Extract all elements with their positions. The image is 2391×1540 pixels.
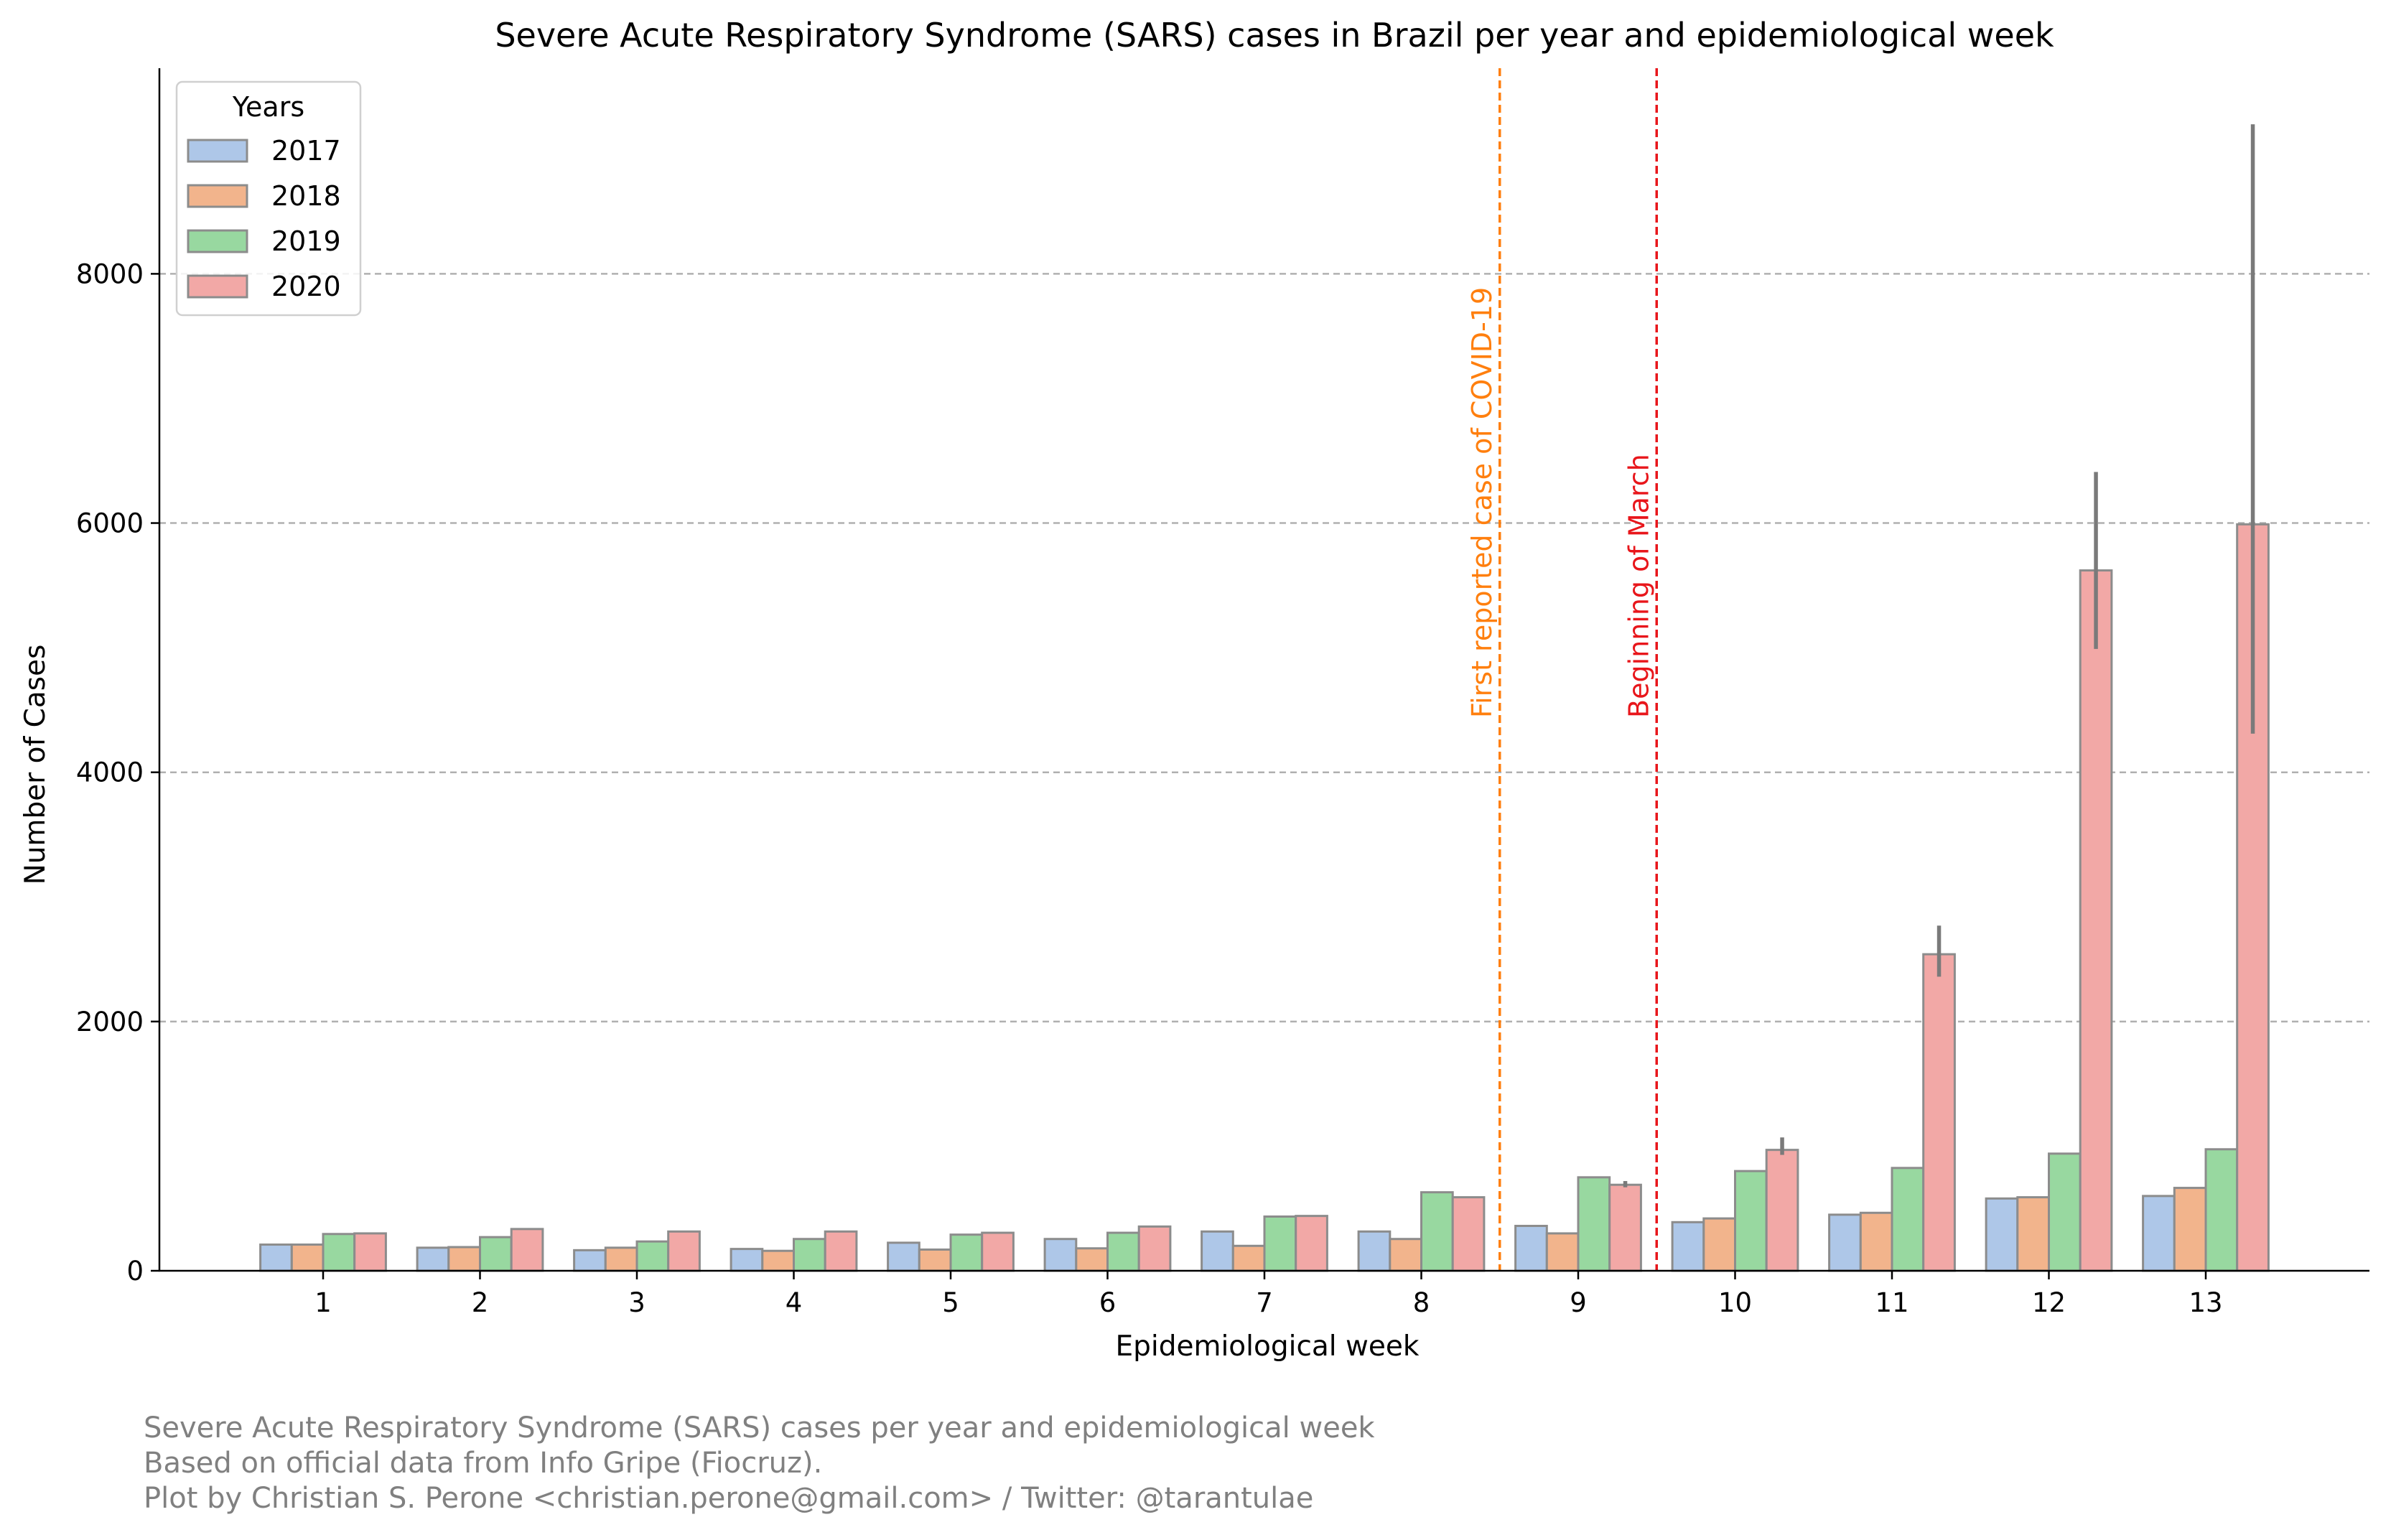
bar-2017-week-7 bbox=[1201, 1230, 1234, 1272]
y-axis-label: Number of Cases bbox=[19, 645, 52, 885]
bar-2018-week-9 bbox=[1545, 1232, 1580, 1272]
bar-2018-week-8 bbox=[1389, 1238, 1423, 1272]
x-tick-label-13: 13 bbox=[2189, 1287, 2222, 1318]
bar-2017-week-13 bbox=[2142, 1195, 2176, 1272]
bar-2018-week-11 bbox=[1859, 1211, 1893, 1272]
bar-2019-week-1 bbox=[322, 1233, 356, 1272]
bar-2018-week-6 bbox=[1075, 1247, 1109, 1272]
bar-2017-week-2 bbox=[416, 1246, 450, 1272]
bar-2020-week-6 bbox=[1137, 1225, 1172, 1272]
x-tick-label-9: 9 bbox=[1570, 1287, 1587, 1318]
bar-2017-week-3 bbox=[573, 1249, 607, 1272]
bar-2019-week-5 bbox=[949, 1233, 984, 1272]
x-tick-label-12: 12 bbox=[2032, 1287, 2066, 1318]
caption: Severe Acute Respiratory Syndrome (SARS)… bbox=[144, 1411, 1375, 1516]
bar-2017-week-11 bbox=[1828, 1213, 1862, 1272]
legend-label-2019: 2019 bbox=[271, 225, 341, 257]
bar-2019-week-6 bbox=[1106, 1231, 1140, 1272]
x-tick-label-1: 1 bbox=[314, 1287, 332, 1318]
bar-2017-week-1 bbox=[259, 1243, 293, 1272]
x-tick-label-11: 11 bbox=[1875, 1287, 1908, 1318]
legend-swatch-2020 bbox=[187, 274, 248, 299]
caption-line-1: Severe Acute Respiratory Syndrome (SARS)… bbox=[144, 1411, 1375, 1445]
y-tick-label-2000: 2000 bbox=[76, 1007, 144, 1037]
legend-swatch-2018 bbox=[187, 184, 248, 208]
reference-line-label-2: Beginning of March bbox=[1623, 454, 1654, 718]
x-tick-label-5: 5 bbox=[942, 1287, 959, 1318]
reference-lines: First reported case of COVID-19 Beginning… bbox=[1466, 68, 1658, 1271]
bar-2017-week-4 bbox=[730, 1248, 764, 1272]
bar-2019-week-4 bbox=[793, 1238, 826, 1272]
bar-2020-week-9 bbox=[1608, 1183, 1642, 1272]
bar-2018-week-10 bbox=[1702, 1217, 1737, 1272]
bar-2019-week-3 bbox=[635, 1240, 670, 1272]
legend-label-2018: 2018 bbox=[271, 180, 341, 212]
bar-2018-week-1 bbox=[290, 1243, 325, 1272]
bar-2019-week-10 bbox=[1734, 1170, 1768, 1272]
caption-line-3: Plot by Christian S. Perone <christian.p… bbox=[144, 1482, 1314, 1515]
bar-2018-week-4 bbox=[761, 1249, 796, 1272]
reference-line-label-1: First reported case of COVID-19 bbox=[1466, 287, 1498, 718]
bar-2017-week-5 bbox=[887, 1241, 920, 1272]
chart-title: Severe Acute Respiratory Syndrome (SARS)… bbox=[495, 16, 2054, 55]
bar-2018-week-13 bbox=[2173, 1187, 2207, 1272]
bar-2020-week-11 bbox=[1922, 953, 1956, 1272]
bar-2020-week-3 bbox=[667, 1230, 701, 1272]
y-tick-label-0: 0 bbox=[126, 1256, 144, 1287]
bar-2018-week-5 bbox=[918, 1248, 952, 1272]
x-tick-label-8: 8 bbox=[1413, 1287, 1430, 1318]
legend-swatch-2017 bbox=[187, 139, 248, 163]
legend-label-2020: 2020 bbox=[271, 271, 341, 302]
legend: Years 2017 2018 2019 2020 bbox=[175, 80, 362, 317]
legend-title: Years bbox=[232, 91, 304, 123]
legend-swatch-2019 bbox=[187, 229, 248, 253]
bar-2017-week-9 bbox=[1514, 1225, 1548, 1272]
caption-line-2: Based on official data from Info Gripe (… bbox=[144, 1447, 823, 1480]
bar-2017-week-12 bbox=[1985, 1197, 2019, 1272]
bar-2020-week-2 bbox=[510, 1228, 544, 1272]
y-tick-label-8000: 8000 bbox=[76, 258, 144, 289]
bar-2020-week-1 bbox=[353, 1232, 387, 1272]
bar-2019-week-7 bbox=[1263, 1215, 1297, 1272]
bar-2019-week-8 bbox=[1420, 1191, 1454, 1272]
bar-2019-week-13 bbox=[2204, 1148, 2239, 1272]
x-tick-label-3: 3 bbox=[628, 1287, 645, 1318]
legend-label-2017: 2017 bbox=[271, 135, 341, 167]
bar-2020-week-12 bbox=[2079, 569, 2113, 1272]
bar-2017-week-10 bbox=[1671, 1221, 1705, 1272]
bar-2020-week-10 bbox=[1765, 1149, 1799, 1272]
bar-2018-week-2 bbox=[447, 1246, 481, 1272]
bar-2020-week-4 bbox=[824, 1230, 858, 1272]
bar-2017-week-6 bbox=[1043, 1238, 1078, 1272]
bar-2020-week-8 bbox=[1451, 1196, 1486, 1272]
x-tick-label-10: 10 bbox=[1718, 1287, 1752, 1318]
y-tick-label-4000: 4000 bbox=[76, 757, 144, 788]
y-gridlines bbox=[159, 273, 2369, 1023]
bar-2018-week-12 bbox=[2016, 1196, 2051, 1272]
x-tick-label-6: 6 bbox=[1099, 1287, 1117, 1318]
bar-2017-week-8 bbox=[1357, 1230, 1392, 1272]
sars-bar-chart: Severe Acute Respiratory Syndrome (SARS)… bbox=[19, 16, 2369, 1363]
bar-2019-week-9 bbox=[1577, 1176, 1611, 1272]
bar-2018-week-3 bbox=[604, 1246, 638, 1272]
bar-2019-week-2 bbox=[479, 1236, 513, 1272]
y-tick-label-6000: 6000 bbox=[76, 508, 144, 539]
bar-groups bbox=[259, 124, 2270, 1272]
bar-2019-week-12 bbox=[2048, 1152, 2082, 1272]
x-tick-label-4: 4 bbox=[786, 1287, 803, 1318]
bar-2020-week-7 bbox=[1295, 1215, 1328, 1272]
x-axis-label: Epidemiological week bbox=[1115, 1330, 1419, 1363]
x-tick-label-2: 2 bbox=[472, 1287, 489, 1318]
bar-2018-week-7 bbox=[1231, 1244, 1266, 1272]
bar-2019-week-11 bbox=[1891, 1167, 1925, 1272]
x-tick-label-7: 7 bbox=[1256, 1287, 1273, 1318]
bar-2020-week-5 bbox=[981, 1231, 1015, 1272]
